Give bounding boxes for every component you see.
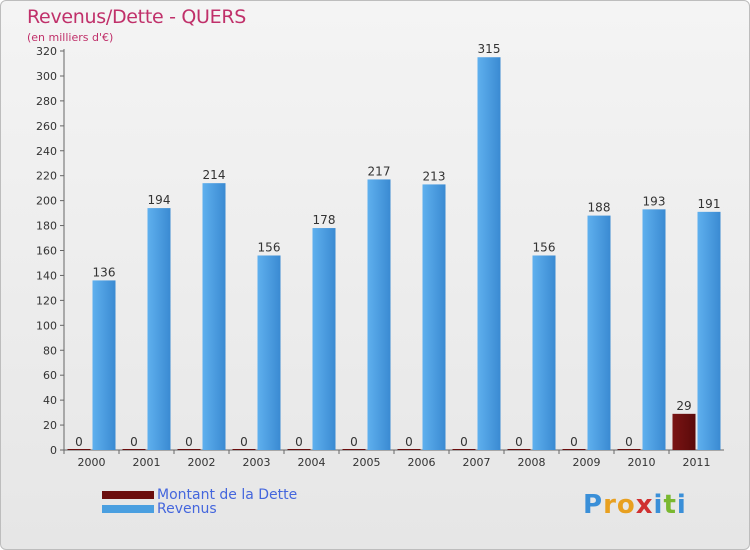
x-tick-label: 2011: [683, 456, 711, 469]
bar-revenue: [697, 211, 721, 450]
legend-swatch-revenue: [102, 505, 154, 513]
data-label-revenue: 194: [148, 193, 171, 207]
legend-label-revenue: Revenus: [157, 501, 217, 517]
bar-revenue: [422, 184, 446, 450]
bar-debt: [397, 449, 421, 450]
legend-label-debt: Montant de la Dette: [157, 487, 298, 503]
bar-revenue: [92, 280, 116, 450]
data-label-revenue: 193: [643, 194, 666, 208]
data-label-debt: 0: [75, 435, 83, 449]
bar-debt: [617, 449, 641, 450]
y-tick-label: 240: [36, 145, 57, 158]
bar-debt: [342, 449, 366, 450]
x-tick-label: 2007: [463, 456, 491, 469]
bar-debt: [672, 413, 696, 450]
legend-item-debt: Montant de la Dette: [102, 487, 298, 503]
logo-letter: o: [616, 490, 636, 520]
data-label-debt: 0: [130, 435, 138, 449]
y-tick-label: 280: [36, 95, 57, 108]
data-label-revenue: 315: [478, 42, 501, 56]
y-tick-label: 40: [43, 394, 57, 407]
y-tick-label: 100: [36, 319, 57, 332]
bar-debt: [452, 449, 476, 450]
chart-title: Revenus/Dette - QUERS: [27, 6, 247, 28]
y-tick-label: 120: [36, 294, 57, 307]
bar-debt: [122, 449, 146, 450]
y-tick-label: 80: [43, 344, 57, 357]
logo-letter: i: [653, 490, 664, 520]
y-tick-label: 20: [43, 419, 57, 432]
data-label-revenue: 178: [313, 213, 336, 227]
y-tick-label: 200: [36, 195, 57, 208]
x-tick-label: 2000: [78, 456, 106, 469]
bar-debt: [287, 449, 311, 450]
bar-debt: [177, 449, 201, 450]
data-label-revenue: 213: [423, 169, 446, 183]
bar-revenue: [477, 57, 501, 450]
y-tick-label: 160: [36, 245, 57, 258]
x-tick-label: 2008: [518, 456, 546, 469]
x-tick-label: 2002: [188, 456, 216, 469]
logo-letter: P: [583, 490, 604, 520]
y-tick-label: 300: [36, 70, 57, 83]
bar-debt: [562, 449, 586, 450]
y-tick-label: 140: [36, 269, 57, 282]
data-label-debt: 0: [570, 435, 578, 449]
bar-revenue: [147, 208, 171, 450]
x-tick-label: 2009: [573, 456, 601, 469]
bar-debt: [507, 449, 531, 450]
data-label-debt: 0: [460, 435, 468, 449]
data-label-debt: 0: [350, 435, 358, 449]
data-label-debt: 0: [405, 435, 413, 449]
y-tick-label: 320: [36, 45, 57, 58]
data-label-revenue: 136: [93, 265, 116, 279]
x-tick-label: 2006: [408, 456, 436, 469]
data-label-revenue: 214: [203, 168, 226, 182]
proxiti-logo: Proxiti: [583, 490, 687, 520]
bar-debt: [67, 449, 91, 450]
x-tick-label: 2010: [628, 456, 656, 469]
data-label-revenue: 217: [368, 164, 391, 178]
x-tick-label: 2003: [243, 456, 271, 469]
bar-revenue: [587, 215, 611, 450]
x-tick-label: 2004: [298, 456, 326, 469]
data-label-revenue: 156: [533, 240, 556, 254]
y-tick-label: 220: [36, 170, 57, 183]
data-label-revenue: 156: [258, 240, 281, 254]
data-label-debt: 29: [676, 399, 691, 413]
bar-debt: [232, 449, 256, 450]
data-label-debt: 0: [515, 435, 523, 449]
x-tick-label: 2001: [133, 456, 161, 469]
y-tick-label: 60: [43, 369, 57, 382]
bar-revenue: [202, 183, 226, 450]
logo-letter: x: [635, 490, 654, 520]
data-label-debt: 0: [240, 435, 248, 449]
logo-letter: t: [663, 490, 677, 520]
y-tick-label: 180: [36, 220, 57, 233]
data-label-debt: 0: [185, 435, 193, 449]
logo-letter: r: [603, 490, 617, 520]
data-label-revenue: 188: [588, 201, 611, 215]
legend-swatch-debt: [102, 491, 154, 499]
logo-letter: i: [676, 490, 687, 520]
y-tick-label: 260: [36, 120, 57, 133]
legend-item-revenue: Revenus: [102, 501, 217, 517]
bar-revenue: [257, 255, 281, 450]
data-label-revenue: 191: [698, 197, 721, 211]
bar-revenue: [532, 255, 556, 450]
bar-revenue: [312, 228, 336, 450]
chart-subtitle: (en milliers d'€): [27, 31, 114, 44]
bar-revenue: [367, 179, 391, 450]
data-label-debt: 0: [625, 435, 633, 449]
y-tick-label: 0: [50, 444, 57, 457]
data-label-debt: 0: [295, 435, 303, 449]
bar-revenue: [642, 209, 666, 450]
x-tick-label: 2005: [353, 456, 381, 469]
